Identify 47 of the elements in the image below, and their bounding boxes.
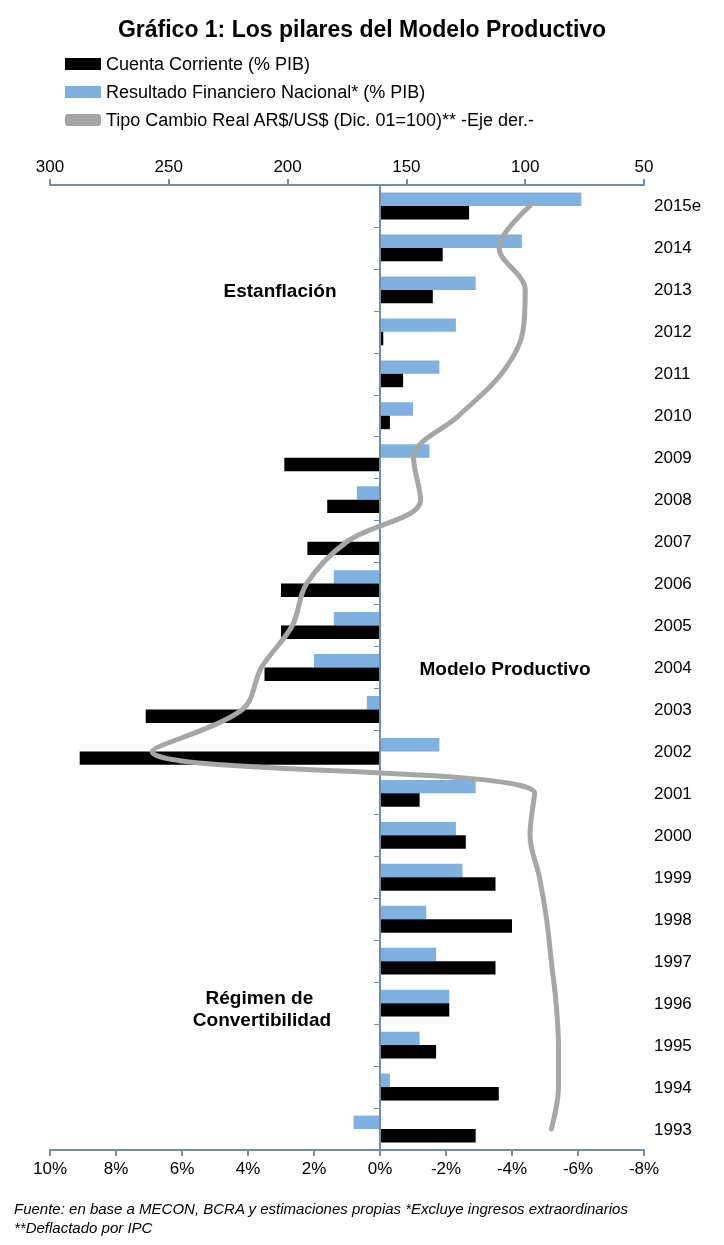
x-tick-label: 8% — [103, 1159, 129, 1178]
y-tick-label: 1993 — [654, 1119, 692, 1139]
y-tick-label: 2005 — [654, 616, 692, 636]
y-tick-label: 2003 — [654, 699, 692, 719]
y-tick-label: 2015e — [654, 196, 702, 216]
annotation: Estanflación — [223, 279, 337, 301]
x-tick-label: -2% — [430, 1159, 462, 1178]
x2-tick-label: 300 — [35, 157, 65, 176]
y-tick-label: 1997 — [654, 951, 692, 971]
x2-tick-label: 150 — [392, 157, 421, 176]
y-tick-label: 2010 — [654, 406, 692, 426]
y-tick-label: 2001 — [654, 783, 692, 803]
x-tick-label: 4% — [235, 1159, 261, 1178]
x-tick-label: -8% — [628, 1159, 660, 1178]
y-tick-label: 1998 — [654, 909, 692, 929]
chart-title: Gráfico 1: Los pilares del Modelo Productivo — [117, 15, 607, 42]
x-tick-label: -4% — [496, 1159, 528, 1178]
y-tick-label: 1995 — [654, 1035, 692, 1055]
x2-tick-label: 100 — [511, 157, 540, 176]
y-tick-label: 2007 — [654, 532, 692, 552]
x2-tick-label: 50 — [634, 157, 654, 176]
y-tick-label: 2012 — [654, 322, 692, 342]
x-tick-label: 2% — [301, 1159, 327, 1178]
x-tick-label: 0% — [367, 1159, 393, 1178]
y-tick-label: 2008 — [654, 490, 692, 510]
x-tick-label: 10% — [32, 1159, 68, 1178]
legend-label: Cuenta Corriente (% PIB) — [106, 54, 311, 74]
x-tick-label: 6% — [169, 1159, 195, 1178]
y-tick-label: 1996 — [654, 993, 692, 1013]
y-tick-label: 2014 — [654, 238, 692, 258]
legend-label: Resultado Financiero Nacional* (% PIB) — [106, 82, 426, 102]
y-tick-label: 2009 — [654, 448, 692, 468]
source-note: Fuente: en base a MECON, BCRA y estimaciones propias *Excluye ingresos extraordinarios **Deflactado por IPC — [14, 1200, 633, 1236]
annotation: Régimen de Convertibilidad — [192, 986, 332, 1030]
y-tick-label: 2004 — [654, 658, 692, 677]
legend-label: Tipo Cambio Real AR$/US$ (Dic. 01=100)** -Eje der.- — [106, 110, 535, 130]
y-tick-label: 2011 — [654, 364, 691, 384]
y-tick-label: 2000 — [654, 825, 692, 845]
x2-tick-label: 200 — [273, 157, 302, 176]
x-tick-label: -6% — [562, 1159, 594, 1178]
y-tick-label: 1999 — [654, 867, 692, 887]
y-tick-label: 1994 — [654, 1077, 692, 1097]
y-tick-label: 2002 — [654, 741, 692, 761]
annotation: Modelo Productivo — [419, 657, 591, 679]
x2-tick-label: 250 — [154, 157, 183, 176]
y-tick-label: 2006 — [654, 574, 692, 594]
y-tick-label: 2013 — [654, 280, 692, 300]
